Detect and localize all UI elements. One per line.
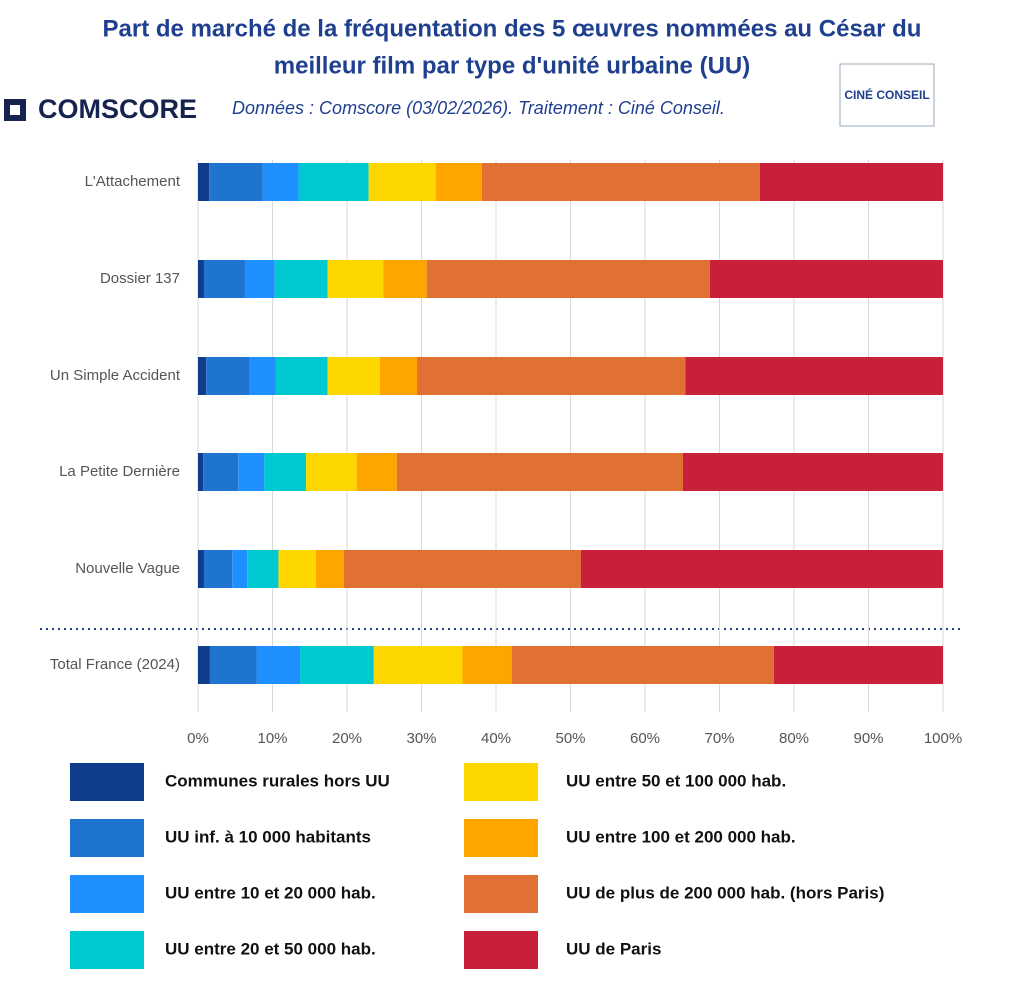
bar-segment <box>682 453 943 491</box>
x-tick-label: 100% <box>924 730 962 747</box>
legend-label: Communes rurales hors UU <box>165 771 390 790</box>
bar-segment <box>773 646 943 684</box>
legend-label: UU inf. à 10 000 habitants <box>165 827 371 846</box>
cine-conseil-logo: CINÉ CONSEIL <box>839 63 935 127</box>
bar-segment <box>327 357 380 395</box>
legend-swatch <box>464 763 538 801</box>
logo-icon <box>10 105 20 115</box>
x-tick-label: 60% <box>630 730 660 747</box>
legend-label: UU entre 10 et 20 000 hab. <box>165 883 376 902</box>
bar-segment <box>759 163 943 201</box>
y-tick-label: Total France (2024) <box>50 656 180 673</box>
bar-segment <box>198 646 210 684</box>
bar-segment <box>247 550 279 588</box>
x-tick-label: 80% <box>779 730 809 747</box>
bar-segment <box>262 163 299 201</box>
bar-segment <box>298 163 369 201</box>
y-tick-label: Nouvelle Vague <box>75 560 180 577</box>
bar-segment <box>203 260 245 298</box>
legend-swatch <box>464 875 538 913</box>
legend-label: UU de Paris <box>566 939 661 958</box>
legend-label: UU entre 50 et 100 000 hab. <box>566 771 786 790</box>
bar-segment <box>244 260 275 298</box>
bar-segment <box>275 357 328 395</box>
bar-segment <box>368 163 436 201</box>
bar-segment <box>300 646 374 684</box>
y-tick-label: L'Attachement <box>85 173 181 190</box>
bar-segment <box>344 550 581 588</box>
x-tick-label: 20% <box>332 730 362 747</box>
bar-segment <box>209 163 263 201</box>
y-tick-label: Dossier 137 <box>100 270 180 287</box>
bar-segment <box>264 453 307 491</box>
bar-segment <box>203 550 233 588</box>
grid <box>197 160 944 712</box>
bar-segment <box>685 357 943 395</box>
x-tick-label: 0% <box>187 730 209 747</box>
legend-label: UU de plus de 200 000 hab. (hors Paris) <box>566 883 884 902</box>
bar-segment <box>426 260 710 298</box>
bar-segment <box>256 646 301 684</box>
bar-segment <box>481 163 760 201</box>
bar-segment <box>511 646 774 684</box>
bar-segment <box>356 453 397 491</box>
legend-label: UU entre 100 et 200 000 hab. <box>566 827 796 846</box>
bar-segment <box>198 453 204 491</box>
bar-segment <box>462 646 512 684</box>
bar-segment <box>327 260 384 298</box>
legend-swatch <box>464 819 538 857</box>
bar-segment <box>315 550 345 588</box>
bar-segment <box>278 550 316 588</box>
bar-segment <box>198 550 204 588</box>
y-tick-label: Un Simple Accident <box>50 367 181 384</box>
bar-segment <box>198 357 207 395</box>
legend-swatch <box>70 875 144 913</box>
bar-segment <box>232 550 248 588</box>
logo-frame <box>839 63 935 127</box>
bar-segment <box>383 260 427 298</box>
chart-title: Part de marché de la fréquentation des 5… <box>103 15 922 42</box>
x-tick-label: 30% <box>406 730 436 747</box>
bar-segment <box>417 357 686 395</box>
x-tick-label: 70% <box>704 730 734 747</box>
logo-text: COMSCORE <box>38 94 197 124</box>
legend-label: UU entre 20 et 50 000 hab. <box>165 939 376 958</box>
x-tick-label: 10% <box>257 730 287 747</box>
bar-segment <box>274 260 328 298</box>
x-tick-label: 90% <box>853 730 883 747</box>
chart-title: meilleur film par type d'unité urbaine (… <box>274 52 750 79</box>
y-tick-label: La Petite Dernière <box>59 463 180 480</box>
bar-segment <box>709 260 943 298</box>
bar-segment <box>238 453 265 491</box>
bar-segment <box>306 453 357 491</box>
bar-segment <box>435 163 482 201</box>
bar-segment <box>373 646 463 684</box>
legend-swatch <box>70 819 144 857</box>
chart-subtitle: Données : Comscore (03/02/2026). Traitem… <box>232 98 725 118</box>
bar-segment <box>379 357 418 395</box>
bar-segment <box>396 453 683 491</box>
comscore-logo: COMSCORE <box>4 94 197 124</box>
bar-segment <box>209 646 257 684</box>
legend-swatch <box>70 763 144 801</box>
legend-swatch <box>70 931 144 969</box>
x-tick-label: 40% <box>481 730 511 747</box>
logo-text: CINÉ CONSEIL <box>844 87 929 102</box>
legend-swatch <box>464 931 538 969</box>
bar-segment <box>198 260 204 298</box>
bar-segment <box>198 163 210 201</box>
bar-segment <box>203 453 239 491</box>
bar-segment <box>249 357 276 395</box>
bar-segment <box>206 357 250 395</box>
x-tick-label: 50% <box>555 730 585 747</box>
bar-segment <box>580 550 943 588</box>
